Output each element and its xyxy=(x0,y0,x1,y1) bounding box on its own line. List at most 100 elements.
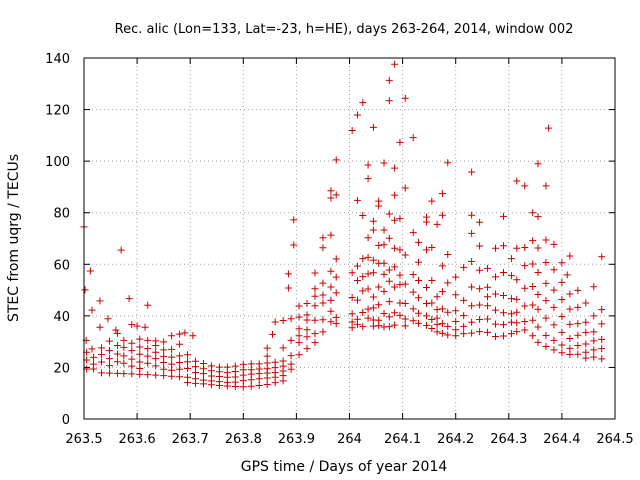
data-point xyxy=(415,294,423,302)
data-point xyxy=(199,380,207,388)
data-point xyxy=(582,299,590,307)
data-point xyxy=(492,290,500,298)
data-point xyxy=(598,335,606,343)
data-point xyxy=(295,325,303,333)
data-point xyxy=(327,318,335,326)
data-point xyxy=(542,343,550,351)
data-point xyxy=(396,215,404,223)
data-point xyxy=(422,299,430,307)
data-point xyxy=(513,177,521,185)
data-point xyxy=(460,263,468,271)
data-point xyxy=(184,364,192,372)
data-point xyxy=(86,267,94,275)
data-point xyxy=(327,267,335,275)
data-point xyxy=(136,350,144,358)
data-point xyxy=(359,212,367,220)
data-point xyxy=(521,262,529,270)
data-point xyxy=(369,123,377,131)
data-point xyxy=(507,272,515,280)
x-tick-label: 264.2 xyxy=(437,432,474,447)
data-point xyxy=(499,269,507,277)
data-point xyxy=(391,216,399,224)
data-point xyxy=(332,313,340,321)
data-point xyxy=(598,306,606,314)
data-point xyxy=(96,323,104,331)
data-point xyxy=(534,244,542,252)
data-point xyxy=(144,336,152,344)
x-tick-label: 264 xyxy=(337,432,362,447)
y-tick-label: 80 xyxy=(53,207,70,222)
data-point xyxy=(369,256,377,264)
data-point xyxy=(128,355,136,363)
data-point xyxy=(133,322,141,330)
data-point xyxy=(534,305,542,313)
x-axis-label: GPS time / Days of year 2014 xyxy=(241,459,448,475)
data-point xyxy=(380,226,388,234)
data-point xyxy=(566,351,574,359)
data-point xyxy=(168,353,176,361)
data-point xyxy=(380,159,388,167)
data-point xyxy=(353,111,361,119)
data-point xyxy=(391,244,399,252)
data-point xyxy=(582,318,590,326)
data-point xyxy=(284,284,292,292)
data-point xyxy=(444,308,452,316)
data-point xyxy=(311,330,319,338)
data-point xyxy=(499,242,507,250)
data-point xyxy=(476,315,484,323)
data-point xyxy=(112,326,120,334)
data-point xyxy=(353,296,361,304)
data-point xyxy=(120,359,128,367)
data-point xyxy=(136,343,144,351)
data-point xyxy=(476,218,484,226)
data-point xyxy=(303,316,311,324)
data-point xyxy=(303,326,311,334)
data-point xyxy=(295,302,303,310)
data-point xyxy=(369,293,377,301)
data-point xyxy=(492,320,500,328)
data-point xyxy=(168,366,176,374)
data-point xyxy=(433,220,441,228)
data-point xyxy=(168,360,176,368)
data-point xyxy=(98,351,106,359)
data-point xyxy=(192,363,200,371)
data-point xyxy=(484,328,492,336)
data-point xyxy=(590,283,598,291)
data-point xyxy=(422,283,430,291)
data-point xyxy=(484,293,492,301)
data-point xyxy=(263,380,271,388)
grid xyxy=(84,58,615,419)
data-point xyxy=(513,244,521,252)
data-point xyxy=(359,309,367,317)
data-point xyxy=(558,328,566,336)
data-point xyxy=(415,238,423,246)
data-point xyxy=(550,266,558,274)
data-point xyxy=(507,255,515,263)
data-point xyxy=(284,270,292,278)
y-tick-label: 60 xyxy=(53,258,70,273)
data-point xyxy=(105,369,113,377)
data-point xyxy=(507,318,515,326)
data-point xyxy=(327,194,335,202)
data-point xyxy=(287,315,295,323)
data-point xyxy=(327,296,335,304)
data-point xyxy=(422,312,430,320)
data-point xyxy=(484,315,492,323)
data-point xyxy=(192,379,200,387)
data-point xyxy=(460,322,468,330)
data-point xyxy=(415,277,423,285)
data-point xyxy=(327,283,335,291)
data-point xyxy=(460,296,468,304)
data-point xyxy=(160,338,168,346)
data-point xyxy=(422,321,430,329)
data-point xyxy=(189,332,197,340)
data-point xyxy=(401,322,409,330)
data-point xyxy=(279,344,287,352)
data-point xyxy=(529,260,537,268)
data-point xyxy=(319,244,327,252)
data-point xyxy=(385,97,393,105)
data-point xyxy=(438,305,446,313)
data-point xyxy=(113,358,121,366)
data-point xyxy=(327,231,335,239)
data-point xyxy=(476,242,484,250)
